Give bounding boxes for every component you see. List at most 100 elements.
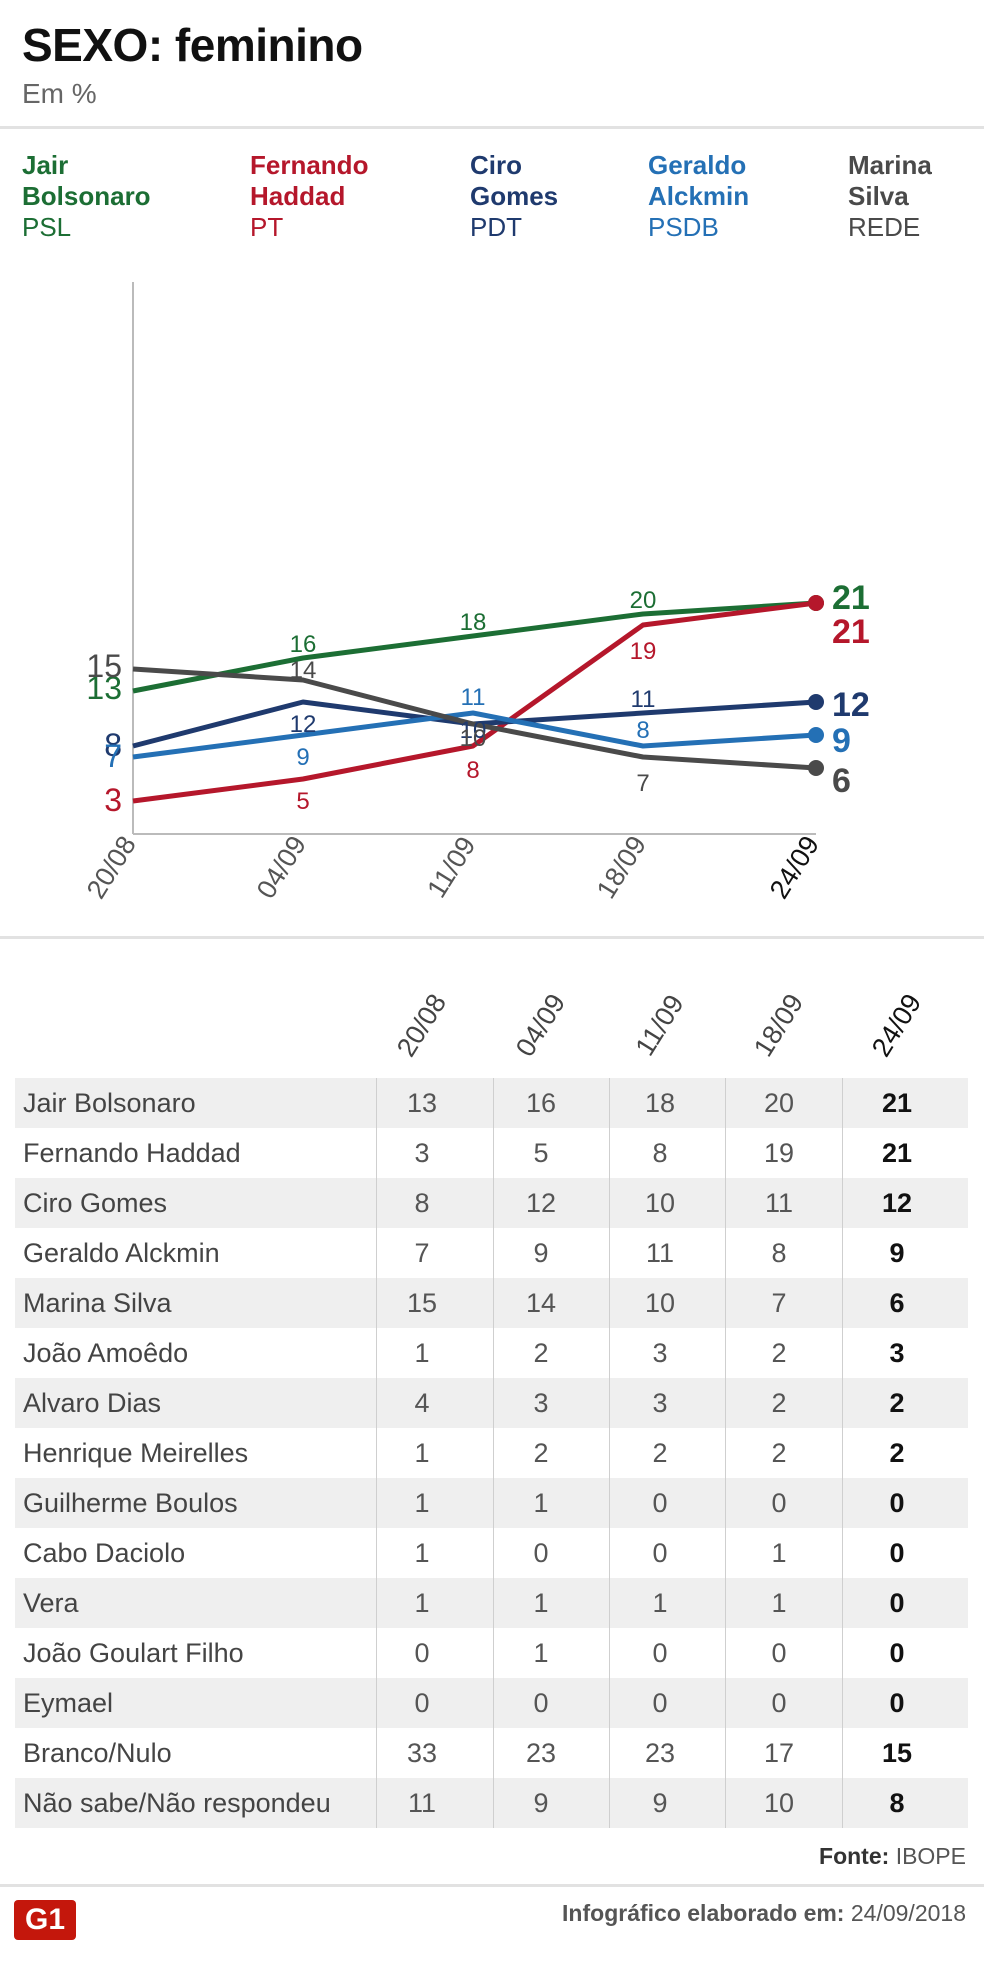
divider [0, 1884, 984, 1887]
data-label: 9 [296, 744, 309, 771]
legend-party: PSL [22, 212, 72, 242]
table-cell: 3 [652, 1338, 668, 1368]
table-cell: 6 [889, 1288, 905, 1318]
source-note: Fonte: IBOPE [819, 1843, 966, 1870]
table-row: Branco/Nulo 33 23 23 17 15 [15, 1728, 968, 1778]
row-candidate-name: Branco/Nulo [23, 1738, 172, 1768]
legend-candidate-name: Marina [848, 150, 932, 180]
table-cell: 9 [533, 1788, 549, 1818]
table-cell: 0 [533, 1688, 549, 1718]
data-label: 5 [296, 788, 309, 815]
table-cell: 33 [406, 1738, 438, 1768]
series-end-point [808, 595, 824, 611]
table-row: João Amoêdo 1 2 3 2 3 [15, 1328, 968, 1378]
legend-party: PDT [470, 212, 522, 242]
table-row: Vera 1 1 1 1 0 [15, 1578, 968, 1628]
table-row: Guilherme Boulos 1 1 0 0 0 [15, 1478, 968, 1528]
table-cell: 10 [644, 1188, 676, 1218]
table-cell: 19 [763, 1138, 795, 1168]
table-cell: 0 [771, 1488, 787, 1518]
x-tick-label: 04/09 [251, 831, 312, 904]
column-divider [842, 1078, 843, 1828]
table-cell: 2 [771, 1438, 787, 1468]
table-cell: 8 [771, 1238, 787, 1268]
data-label: 3 [104, 782, 122, 818]
table-cell: 3 [414, 1138, 430, 1168]
row-candidate-name: Alvaro Dias [23, 1388, 162, 1418]
x-tick-label: 18/09 [591, 831, 652, 904]
table-cell: 0 [889, 1538, 905, 1568]
table-cell: 11 [645, 1238, 675, 1268]
table-cell: 11 [407, 1788, 437, 1818]
data-label: 20 [630, 587, 657, 614]
table-cell: 1 [771, 1538, 787, 1568]
table-cell: 0 [771, 1638, 787, 1668]
row-candidate-name: Cabo Daciolo [23, 1538, 186, 1568]
table-cell: 1 [414, 1488, 430, 1518]
table-cell: 11 [764, 1188, 794, 1218]
table-cell: 3 [889, 1338, 905, 1368]
table-cell: 2 [771, 1338, 787, 1368]
table-row: Geraldo Alckmin 7 9 11 8 9 [15, 1228, 968, 1278]
table-cell: 9 [889, 1238, 905, 1268]
table-cell: 1 [414, 1588, 430, 1618]
table-cell: 1 [533, 1588, 549, 1618]
column-divider [376, 1078, 377, 1828]
table-cell: 20 [763, 1088, 795, 1118]
g1-logo: G1 [14, 1900, 76, 1940]
data-label: 16 [290, 631, 317, 658]
table-cell: 0 [652, 1638, 668, 1668]
series-line [132, 710, 817, 760]
table-cell: 8 [652, 1138, 668, 1168]
table-cell: 1 [652, 1588, 668, 1618]
data-label: 19 [630, 638, 657, 665]
table-cell: 23 [525, 1738, 557, 1768]
table-cell: 1 [414, 1338, 430, 1368]
footer-date: 24/09/2018 [850, 1900, 966, 1926]
table-cell: 1 [533, 1638, 549, 1668]
table-cell: 1 [414, 1438, 430, 1468]
table-cell: 8 [414, 1188, 430, 1218]
footer-label: Infográfico elaborado em: [562, 1900, 845, 1926]
table-cell: 2 [889, 1438, 905, 1468]
legend-candidate-name: Fernando [250, 150, 369, 180]
legend-party: PSDB [648, 212, 719, 242]
divider [0, 126, 984, 129]
line-chart: 20/08 04/09 11/09 18/09 24/09133871516182058… [81, 282, 870, 904]
table-row: Fernando Haddad 3 5 8 19 21 [15, 1128, 968, 1178]
legend-item: Jair Bolsonaro PSL [22, 150, 151, 243]
data-label: 7 [636, 770, 649, 797]
column-divider [609, 1078, 610, 1828]
series-line [132, 600, 817, 694]
table-cell: 8 [889, 1788, 905, 1818]
data-label: 21 [832, 613, 870, 651]
table-cell: 14 [525, 1288, 557, 1318]
legend-candidate-name: Bolsonaro [22, 181, 151, 211]
row-candidate-name: João Goulart Filho [23, 1638, 244, 1668]
series-end-point [808, 760, 824, 776]
row-candidate-name: João Amoêdo [23, 1338, 189, 1368]
column-divider [493, 1078, 494, 1828]
table-cell: 2 [533, 1338, 549, 1368]
table-column-header: 18/09 [747, 988, 810, 1062]
data-label: 12 [832, 686, 870, 724]
footer-note: Infográfico elaborado em: 24/09/2018 [562, 1900, 966, 1927]
table-cell: 9 [533, 1238, 549, 1268]
table-cell: 3 [652, 1388, 668, 1418]
legend-candidate-name: Alckmin [648, 181, 750, 211]
legend-party: PT [250, 212, 284, 242]
table-cell: 0 [652, 1538, 668, 1568]
data-label: 12 [290, 711, 317, 738]
table-cell: 0 [652, 1488, 668, 1518]
data-label: 11 [461, 684, 486, 711]
table-row: Cabo Daciolo 1 0 0 1 0 [15, 1528, 968, 1578]
table-cell: 2 [889, 1388, 905, 1418]
data-label: 8 [104, 727, 122, 763]
series-line [132, 600, 817, 804]
row-candidate-name: Ciro Gomes [23, 1188, 168, 1218]
table-cell: 0 [889, 1688, 905, 1718]
table-cell: 3 [533, 1388, 549, 1418]
table-cell: 0 [889, 1588, 905, 1618]
table-cell: 10 [644, 1288, 676, 1318]
data-label: 7 [104, 738, 122, 774]
